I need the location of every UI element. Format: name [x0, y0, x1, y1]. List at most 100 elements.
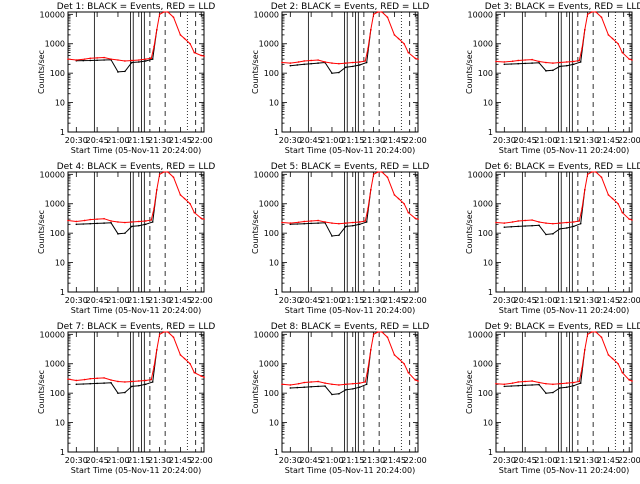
lld-data-point: [310, 59, 312, 62]
lld-data-point: [193, 51, 196, 54]
lld-data-point: [172, 176, 175, 178]
lld-data-point: [124, 221, 126, 224]
events-data-point: [82, 59, 85, 62]
lld-data-point: [393, 194, 396, 196]
x-tick-label: 20:45: [514, 136, 537, 145]
events-data-point: [117, 71, 119, 73]
lld-data-point: [628, 379, 631, 381]
lld-data-point: [338, 384, 340, 386]
lld-data-point: [370, 348, 372, 351]
lld-data-point: [297, 61, 300, 63]
y-tick-label: 10: [483, 419, 493, 428]
x-tick-label: 21:00: [106, 456, 129, 465]
lld-data-point: [137, 59, 140, 61]
lld-data-point: [183, 37, 186, 40]
lld-data-point: [144, 220, 147, 222]
lld-data-point: [559, 222, 561, 224]
x-tick-label: 20:45: [86, 136, 109, 145]
x-tick-label: 21:15: [341, 136, 364, 145]
y-tick-label: 1000: [473, 200, 493, 209]
x-tick-label: 21:00: [106, 136, 129, 145]
events-data-point: [517, 384, 520, 387]
events-data-point: [531, 62, 533, 64]
lld-data-point: [414, 217, 417, 220]
x-tick-label: 21:45: [169, 136, 192, 145]
lld-data-point: [552, 222, 554, 225]
lld-data-point: [503, 383, 506, 386]
lld-data-point: [310, 220, 312, 222]
events-data-point: [345, 66, 347, 68]
x-axis-label: Start Time (05-Nov-11 20:24:00): [71, 146, 201, 155]
lld-data-point: [376, 171, 379, 173]
events-data-point: [317, 385, 319, 388]
lld-data-point: [324, 61, 326, 63]
lld-data-point: [586, 13, 589, 16]
events-data-point: [89, 382, 92, 385]
x-tick-label: 21:45: [169, 456, 192, 465]
events-data-point: [82, 223, 85, 225]
lld-data-point: [584, 188, 586, 191]
lld-data-point: [524, 219, 526, 222]
lld-data-point: [517, 381, 520, 383]
lld-data-point: [167, 11, 169, 13]
events-data-point: [531, 224, 533, 227]
lld-data-point: [545, 222, 547, 224]
lld-data-point: [538, 221, 540, 223]
lld-data-point: [153, 365, 155, 368]
lld-data-point: [511, 382, 514, 384]
x-tick-label: 21:00: [534, 456, 557, 465]
x-tick-label: 21:45: [169, 296, 192, 305]
x-tick-label: 21:30: [148, 456, 171, 465]
x-tick-label: 21:30: [576, 296, 599, 305]
lld-data-point: [414, 57, 417, 60]
events-data-point: [296, 223, 299, 225]
lld-data-point: [200, 217, 203, 220]
events-data-point: [358, 64, 361, 66]
x-tick-label: 21:30: [148, 296, 171, 305]
events-data-point: [559, 65, 561, 68]
lld-data-point: [607, 34, 610, 36]
lld-data-point: [131, 221, 133, 223]
y-tick-label: 100: [264, 69, 279, 78]
y-tick-label: 1000: [473, 40, 493, 49]
events-data-point: [510, 63, 513, 65]
lld-data-point: [153, 45, 155, 48]
lld-data-point: [331, 222, 333, 224]
lld-data-point: [189, 202, 191, 205]
lld-data-point: [281, 383, 283, 386]
lld-data-point: [162, 11, 165, 13]
x-axis-label: Start Time (05-Nov-11 20:24:00): [285, 146, 415, 155]
lld-data-point: [407, 211, 410, 214]
lld-data-point: [345, 222, 347, 224]
x-tick-label: 21:30: [362, 136, 385, 145]
lld-data-point: [203, 55, 205, 57]
x-tick-label: 22:00: [618, 296, 640, 305]
lld-data-point: [524, 59, 526, 61]
lld-data-point: [376, 11, 379, 13]
lld-data-point: [345, 62, 347, 64]
lld-data-point: [75, 379, 78, 382]
lld-data-point: [617, 202, 619, 205]
y-tick-label: 100: [50, 69, 65, 78]
lld-data-point: [381, 171, 383, 173]
lld-data-point: [200, 375, 203, 377]
events-data-point: [579, 222, 582, 225]
y-axis-label: Counts/sec: [251, 50, 260, 94]
events-data-point: [572, 384, 575, 387]
lld-data-point: [297, 221, 300, 224]
y-tick-label: 100: [50, 389, 65, 398]
lld-data-point: [324, 382, 326, 384]
y-tick-label: 100: [50, 229, 65, 238]
x-tick-label: 21:00: [534, 136, 557, 145]
lld-data-point: [162, 331, 165, 333]
lld-data-point: [578, 59, 581, 62]
lld-data-point: [203, 376, 205, 378]
x-tick-label: 20:30: [493, 136, 516, 145]
detector-panel-4: Det 4: BLACK = Events, RED = LLD 1 10 100 10…: [37, 162, 215, 315]
lld-data-point: [617, 362, 619, 365]
lld-data-point: [524, 380, 526, 383]
events-data-point: [96, 59, 98, 62]
x-tick-label: 20:45: [86, 456, 109, 465]
events-data-point: [117, 392, 119, 394]
plot-frame: [495, 331, 633, 453]
